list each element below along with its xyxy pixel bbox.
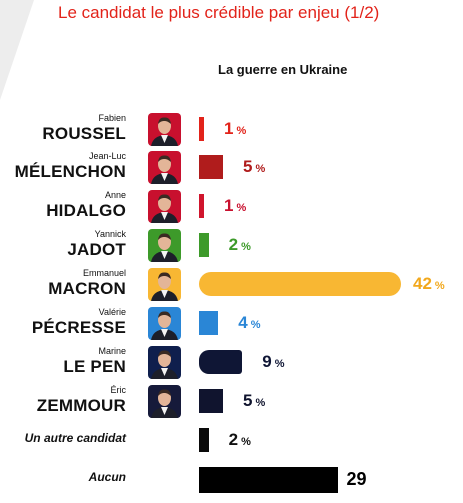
value-unit: %: [236, 202, 247, 214]
candidate-photo: [148, 229, 181, 262]
bar-aucun: [199, 467, 339, 493]
category-label: Un autre candidat: [24, 431, 126, 445]
candidate-photo: [148, 268, 181, 301]
row-jadot: Yannick JADOT 2%: [0, 226, 463, 264]
portrait-hidalgo-icon: [148, 190, 181, 223]
first-name-label: Anne: [104, 190, 126, 200]
portrait-roussel-icon: [148, 113, 181, 146]
value-unit: %: [255, 163, 266, 175]
value-unit: %: [241, 436, 251, 448]
value-number: 2: [228, 430, 239, 449]
row-roussel: Fabien ROUSSEL 1%: [0, 110, 463, 148]
last-name-label: JADOT: [67, 240, 126, 259]
value-number: 4: [238, 313, 248, 332]
value-number: 5: [243, 391, 253, 410]
first-name-label: Emmanuel: [82, 268, 126, 278]
bar-jadot: [199, 233, 209, 257]
first-name-label: Marine: [98, 346, 126, 356]
value-label: 5%: [243, 391, 265, 411]
portrait-macron-icon: [148, 268, 181, 301]
value-unit: %: [241, 241, 251, 253]
portrait-jadot-icon: [148, 229, 181, 262]
value-label: 4%: [238, 313, 260, 333]
portrait-pecresse-icon: [148, 307, 181, 340]
portrait-melenchon-icon: [148, 151, 181, 184]
value-label: 5%: [243, 157, 265, 177]
value-number: 1: [224, 119, 234, 138]
row-hidalgo: Anne HIDALGO 1%: [0, 187, 463, 225]
last-name-label: MÉLENCHON: [14, 162, 126, 181]
value-number: 2: [228, 235, 239, 254]
last-name-label: PÉCRESSE: [31, 318, 126, 337]
last-name-label: HIDALGO: [46, 201, 126, 220]
chart-subtitle: La guerre en Ukraine: [218, 62, 348, 77]
first-name-label: Fabien: [98, 113, 126, 123]
value-number: 5: [243, 157, 253, 176]
value-unit: %: [250, 319, 261, 331]
value-label: 1%: [224, 196, 246, 216]
value-unit: %: [236, 125, 247, 137]
value-unit: %: [255, 397, 266, 409]
row-un-autre-candidat: Un autre candidat 2%: [0, 421, 463, 459]
value-label: 1%: [224, 119, 246, 139]
corner-decoration: [0, 0, 34, 100]
row-melenchon: Jean-Luc MÉLENCHON 5%: [0, 148, 463, 186]
value-label: 2%: [229, 430, 251, 450]
row-macron: Emmanuel MACRON 42%: [0, 265, 463, 303]
value-number: 9: [262, 352, 272, 371]
candidate-photo: [148, 307, 181, 340]
first-name-label: Éric: [110, 385, 127, 395]
value-number: 1: [224, 196, 234, 215]
value-label: 9%: [262, 352, 284, 372]
value-number: 42: [413, 274, 432, 293]
bar-macron: [199, 272, 401, 296]
row-aucun: Aucun 29: [0, 460, 463, 498]
last-name-label: MACRON: [48, 279, 126, 298]
bar-roussel: [199, 117, 204, 141]
bar-hidalgo: [199, 194, 204, 218]
value-label: 29: [346, 469, 366, 490]
bar-un-autre-candidat: [199, 428, 209, 452]
bar-le-pen: [199, 350, 243, 374]
value-number: 29: [346, 469, 367, 489]
row-pecresse: Valérie PÉCRESSE 4%: [0, 304, 463, 342]
first-name-label: Jean-Luc: [88, 151, 126, 161]
candidate-photo: [148, 190, 181, 223]
last-name-label: LE PEN: [63, 357, 126, 376]
value-unit: %: [274, 358, 285, 370]
category-label: Aucun: [88, 470, 126, 484]
bar-melenchon: [199, 155, 224, 179]
first-name-label: Valérie: [98, 307, 126, 317]
candidate-photo: [148, 113, 181, 146]
bar-zemmour: [199, 389, 224, 413]
value-label: 42%: [413, 274, 445, 294]
last-name-label: ZEMMOUR: [36, 396, 126, 415]
last-name-label: ROUSSEL: [42, 124, 126, 143]
first-name-label: Yannick: [94, 229, 126, 239]
row-le-pen: Marine LE PEN 9%: [0, 343, 463, 381]
chart-title: Le candidat le plus crédible par enjeu (…: [58, 3, 380, 22]
candidate-photo: [148, 346, 181, 379]
row-zemmour: Éric ZEMMOUR 5%: [0, 382, 463, 420]
candidate-photo: [148, 151, 181, 184]
candidate-photo: [148, 385, 181, 418]
bar-pecresse: [199, 311, 219, 335]
value-unit: %: [434, 280, 445, 292]
portrait-lepen-icon: [148, 346, 181, 379]
portrait-zemmour-icon: [148, 385, 181, 418]
value-label: 2%: [229, 235, 251, 255]
